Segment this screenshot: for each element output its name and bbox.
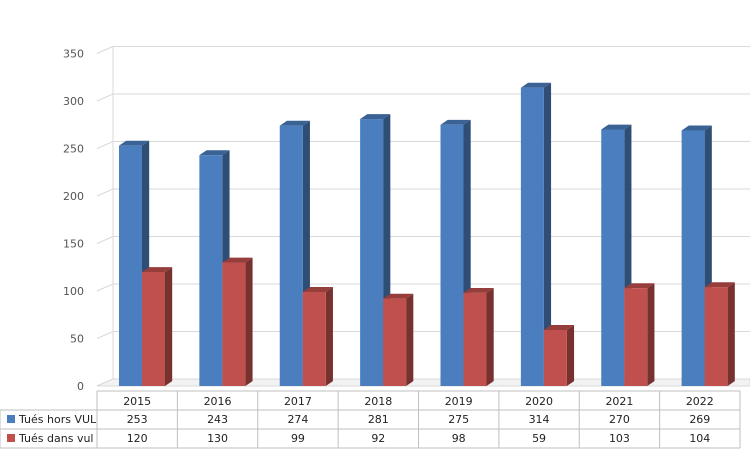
- bar-front: [279, 125, 303, 386]
- bar: [302, 287, 333, 386]
- x-tick-label: 2018: [364, 395, 392, 408]
- bar-top: [360, 114, 391, 120]
- bar: [142, 267, 173, 386]
- y-tick-label: 250: [63, 143, 84, 156]
- bar: [543, 325, 575, 386]
- gridline-side: [96, 93, 114, 102]
- gridline-side: [96, 141, 114, 149]
- bar-top: [463, 288, 494, 293]
- data-label: 281: [368, 413, 389, 426]
- gridline-side: [96, 331, 114, 339]
- bar-side: [165, 267, 173, 386]
- bar-front: [302, 291, 326, 386]
- gridline-side: [96, 236, 114, 244]
- bar-top: [704, 282, 735, 288]
- legend-label: Tués dans vul: [18, 432, 93, 445]
- legend-key: [7, 415, 15, 423]
- data-label: 269: [689, 413, 710, 426]
- data-label: 253: [127, 413, 148, 426]
- data-label: 275: [448, 413, 469, 426]
- bar-front: [142, 272, 165, 386]
- y-tick-label: 150: [63, 238, 84, 251]
- y-tick-label: 300: [63, 95, 84, 108]
- bar-side: [566, 325, 575, 386]
- bar: [383, 293, 414, 386]
- bar-top: [624, 283, 655, 289]
- y-tick-label: 50: [70, 333, 84, 346]
- bar-front: [440, 124, 464, 386]
- data-label: 99: [291, 432, 305, 445]
- bar-front: [222, 262, 246, 386]
- bar-side: [325, 287, 333, 386]
- legend-label: Tués hors VUL: [18, 413, 97, 426]
- bar-front: [681, 130, 705, 386]
- y-tick-label: 0: [77, 380, 84, 393]
- bar-front: [199, 155, 223, 386]
- data-label: 270: [609, 413, 630, 426]
- bar-top: [543, 325, 575, 330]
- data-label: 98: [452, 432, 466, 445]
- bars: [119, 82, 735, 387]
- bar-top: [222, 257, 253, 263]
- bar-top: [142, 267, 173, 272]
- x-tick-label: 2015: [123, 395, 151, 408]
- bar-side: [406, 293, 414, 386]
- data-label: 103: [609, 432, 630, 445]
- gridline-side: [96, 283, 114, 292]
- bar-front: [119, 145, 142, 386]
- x-tick-label: 2019: [445, 395, 473, 408]
- bar-side: [245, 257, 253, 386]
- x-tick-label: 2017: [284, 395, 312, 408]
- bar-top: [440, 119, 471, 125]
- bar-side: [486, 288, 494, 386]
- bar-front: [704, 287, 728, 386]
- data-label: 59: [532, 432, 546, 445]
- bar-front: [543, 329, 567, 386]
- bar-top: [383, 293, 414, 299]
- data-table: 2015 2016 2017 2018 2019 2020 2021 2022 Tués hor…: [0, 390, 741, 449]
- bar-top: [302, 287, 333, 292]
- bar-side: [543, 82, 552, 387]
- gridline-side: [96, 46, 114, 54]
- y-tick-label: 100: [63, 285, 84, 298]
- bar: [222, 257, 253, 386]
- bar-side: [647, 283, 655, 386]
- x-tick-label: 2020: [525, 395, 553, 408]
- bar-front: [360, 119, 384, 387]
- x-tick-label: 2021: [605, 395, 633, 408]
- bar: [624, 283, 655, 386]
- bar-side: [727, 282, 735, 386]
- bar-front: [383, 298, 407, 386]
- bar-front: [601, 129, 625, 386]
- data-label: 92: [371, 432, 385, 445]
- legend-key: [7, 434, 15, 442]
- data-label: 104: [689, 432, 710, 445]
- bar-front: [463, 292, 487, 386]
- bar-top: [601, 124, 632, 130]
- data-label: 274: [287, 413, 308, 426]
- bar-top: [279, 120, 310, 126]
- bar: [704, 282, 735, 386]
- bar-top: [520, 82, 552, 88]
- bar: [463, 288, 494, 386]
- x-tick-label: 2016: [204, 395, 232, 408]
- x-tick-label: 2022: [686, 395, 714, 408]
- gridline-side: [96, 188, 114, 197]
- y-tick-label: 350: [63, 48, 84, 61]
- bar-top: [199, 150, 230, 156]
- bar-top: [119, 140, 150, 146]
- bar-front: [624, 288, 648, 386]
- bar-top: [681, 125, 712, 131]
- y-tick-label: 200: [63, 190, 84, 203]
- bar: [681, 125, 712, 387]
- bar-front: [520, 87, 544, 386]
- data-label: 243: [207, 413, 228, 426]
- bar: [520, 82, 552, 387]
- data-label: 314: [529, 413, 550, 426]
- data-label: 120: [127, 432, 148, 445]
- data-label: 130: [207, 432, 228, 445]
